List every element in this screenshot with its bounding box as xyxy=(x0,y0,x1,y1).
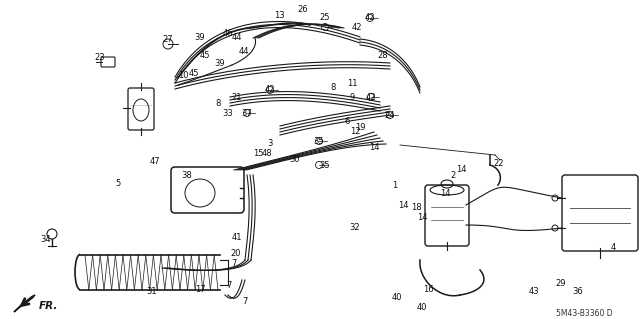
Text: 45: 45 xyxy=(189,69,199,78)
Text: 48: 48 xyxy=(262,149,272,158)
Text: 10: 10 xyxy=(178,70,188,79)
Text: 46: 46 xyxy=(223,28,234,38)
Text: 25: 25 xyxy=(320,13,330,23)
Text: 24: 24 xyxy=(385,110,396,120)
Text: 14: 14 xyxy=(369,144,380,152)
Text: 35: 35 xyxy=(314,137,324,145)
Text: 5: 5 xyxy=(115,179,120,188)
Text: 40: 40 xyxy=(392,293,403,301)
Text: 43: 43 xyxy=(529,287,540,296)
Text: 2: 2 xyxy=(451,170,456,180)
Text: 22: 22 xyxy=(493,159,504,167)
Text: 28: 28 xyxy=(378,50,388,60)
Text: 1: 1 xyxy=(392,181,397,189)
Text: 32: 32 xyxy=(349,224,360,233)
Text: 30: 30 xyxy=(290,155,300,165)
Text: 35: 35 xyxy=(320,160,330,169)
Text: 8: 8 xyxy=(215,99,221,108)
Text: 34: 34 xyxy=(41,235,51,244)
Text: 14: 14 xyxy=(456,166,467,174)
Text: 39: 39 xyxy=(195,33,205,42)
Text: 36: 36 xyxy=(573,286,584,295)
Text: 19: 19 xyxy=(355,122,365,131)
Text: 4: 4 xyxy=(611,243,616,253)
Text: 44: 44 xyxy=(232,33,243,42)
Text: 13: 13 xyxy=(274,11,284,19)
Text: 5M43-B3360 D: 5M43-B3360 D xyxy=(556,309,612,318)
Text: 18: 18 xyxy=(411,203,421,211)
Text: 11: 11 xyxy=(347,78,357,87)
Text: 7: 7 xyxy=(227,280,232,290)
Text: 17: 17 xyxy=(195,285,205,293)
Text: 42: 42 xyxy=(365,93,376,101)
Text: 44: 44 xyxy=(239,48,249,56)
Text: 15: 15 xyxy=(253,149,263,158)
Text: 21: 21 xyxy=(232,93,243,101)
Text: FR.: FR. xyxy=(39,301,58,311)
Text: 27: 27 xyxy=(163,35,173,44)
Text: 26: 26 xyxy=(298,5,308,14)
Text: 7: 7 xyxy=(243,298,248,307)
Text: 6: 6 xyxy=(344,117,349,127)
Text: 23: 23 xyxy=(95,53,106,62)
Text: 37: 37 xyxy=(242,108,252,117)
Text: 42: 42 xyxy=(265,85,275,94)
Text: 41: 41 xyxy=(232,234,243,242)
Text: 29: 29 xyxy=(556,278,566,287)
Text: 33: 33 xyxy=(223,108,234,117)
Text: 38: 38 xyxy=(182,170,193,180)
Text: 31: 31 xyxy=(147,287,157,296)
Text: 3: 3 xyxy=(268,138,273,147)
Text: 14: 14 xyxy=(440,189,451,197)
Text: 42: 42 xyxy=(365,13,375,23)
Text: 12: 12 xyxy=(349,128,360,137)
Text: 9: 9 xyxy=(349,93,355,102)
Text: 7: 7 xyxy=(231,258,237,268)
Text: 16: 16 xyxy=(422,286,433,294)
Text: 42: 42 xyxy=(352,24,362,33)
Text: 45: 45 xyxy=(200,50,211,60)
Text: 8: 8 xyxy=(330,84,336,93)
Text: 14: 14 xyxy=(417,213,428,222)
Text: 47: 47 xyxy=(150,158,160,167)
Text: 20: 20 xyxy=(231,249,241,257)
Text: 14: 14 xyxy=(397,201,408,210)
Text: 40: 40 xyxy=(417,303,428,313)
Polygon shape xyxy=(14,295,35,312)
Text: 39: 39 xyxy=(214,58,225,68)
